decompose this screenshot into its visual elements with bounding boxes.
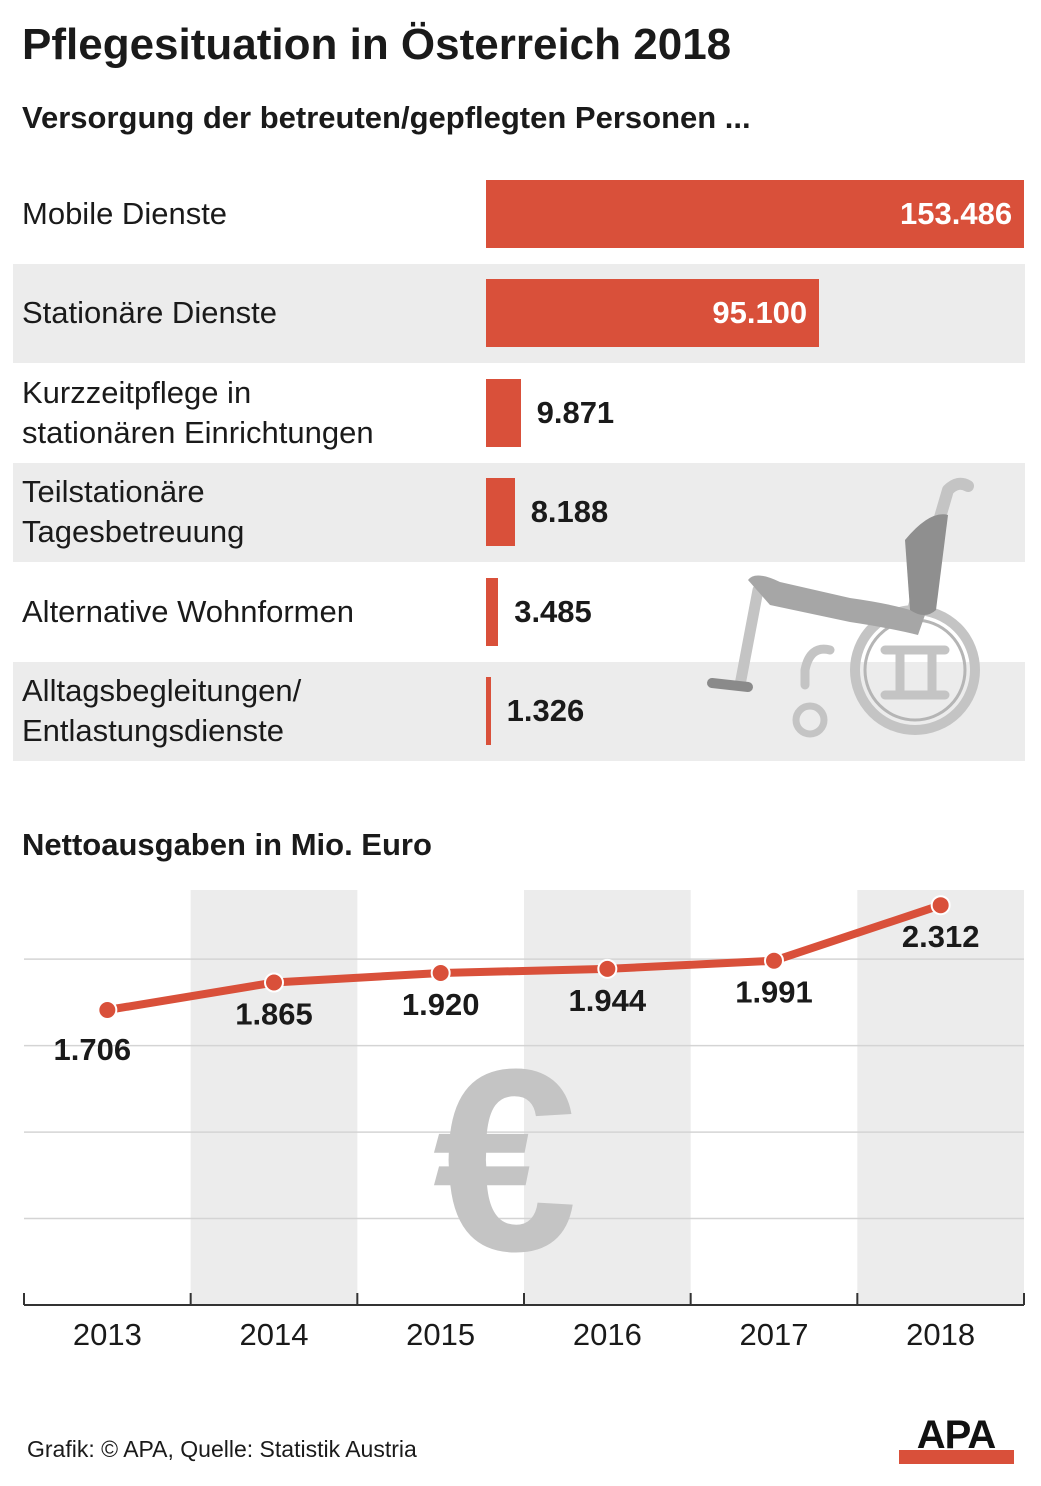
category-label: Stationäre Dienste	[22, 295, 278, 331]
data-point	[764, 950, 784, 971]
data-label: 1.706	[54, 1032, 132, 1067]
bar-value-label: 8.188	[530, 494, 609, 530]
source-credit: Grafik: © APA, Quelle: Statistik Austria	[27, 1436, 417, 1462]
data-point	[930, 895, 951, 916]
category-label: Alternative Wohnformen	[22, 593, 354, 629]
bar-value-label: 153.486	[900, 195, 1013, 231]
bar-value-label: 1.326	[506, 693, 585, 729]
line-chart: €1.706 2013 1.865 2014 1.920 2015 1.944 2016 1.9…	[23, 890, 1025, 1352]
x-tick-label: 2014	[240, 1317, 309, 1352]
bar	[486, 677, 491, 746]
category-label: Alltagsbegleitungen/ Entlastungsdienste	[22, 673, 302, 749]
page-title: Pflegesituation in Österreich 2018	[22, 20, 732, 69]
data-point	[430, 963, 451, 983]
data-label: 1.991	[735, 975, 813, 1010]
data-label: 1.865	[235, 997, 313, 1032]
category-label: Mobile Dienste	[22, 195, 228, 231]
category-label: Kurzzeitpflege in stationären Einrichtun…	[22, 374, 374, 450]
column-background	[190, 890, 358, 1305]
apa-logo: APA	[899, 1414, 1014, 1464]
bar-chart-title: Versorgung der betreuten/gepflegten Pers…	[22, 100, 751, 135]
bar-value-label: 95.100	[712, 295, 808, 331]
data-point	[97, 1000, 118, 1021]
svg-text:APA: APA	[917, 1414, 996, 1457]
bar	[486, 179, 1024, 248]
data-point	[264, 972, 284, 993]
x-tick-label: 2013	[73, 1317, 142, 1352]
category-label: Teilstationäre Tagesbetreuung	[22, 474, 245, 550]
series-line	[103, 901, 945, 1015]
data-point	[597, 958, 618, 979]
bar-chart: Mobile Dienste 153.486 Stationäre Dienste 9…	[13, 179, 1025, 761]
data-label: 2.312	[902, 919, 980, 954]
bar	[486, 478, 515, 547]
data-label: 1.920	[402, 987, 480, 1022]
wheelchair-icon	[707, 477, 980, 738]
x-tick-label: 2016	[573, 1317, 642, 1352]
x-tick-label: 2015	[406, 1317, 475, 1352]
data-label: 1.944	[569, 983, 647, 1018]
line-chart-title: Nettoausgaben in Mio. Euro	[22, 827, 432, 862]
bar	[486, 378, 521, 447]
x-tick-label: 2018	[906, 1317, 975, 1352]
bar-value-label: 9.871	[536, 394, 615, 430]
bar-value-label: 3.485	[514, 593, 592, 629]
row-background	[13, 462, 1025, 562]
x-tick-label: 2017	[740, 1317, 809, 1352]
bar	[486, 577, 499, 646]
bar	[486, 279, 820, 348]
euro-symbol: €	[433, 1016, 578, 1306]
